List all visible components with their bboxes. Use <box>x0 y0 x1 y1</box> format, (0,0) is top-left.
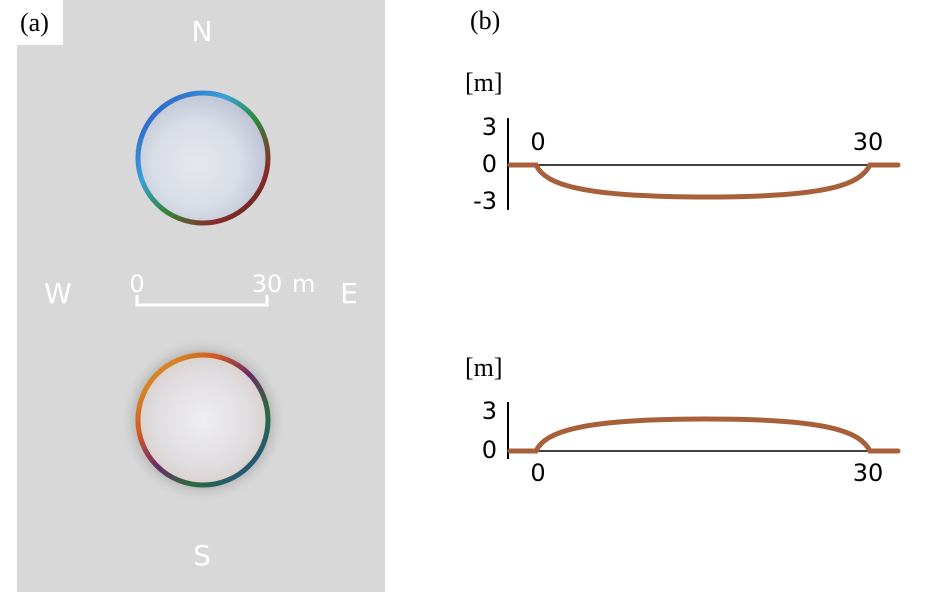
scale-start: 0 <box>129 270 144 298</box>
compass-east: E <box>340 277 358 310</box>
y-tick-label: 0 <box>482 150 497 178</box>
y-tick-label: 3 <box>482 113 497 141</box>
unit-label: [m] <box>465 353 503 382</box>
label-box <box>17 0 63 45</box>
compass-north: N <box>192 15 213 48</box>
crater <box>135 90 271 226</box>
x-tick-label: 0 <box>530 128 545 156</box>
unit-label: [m] <box>465 68 503 97</box>
y-tick-label: 0 <box>482 436 497 464</box>
compass-south: S <box>193 539 211 572</box>
x-tick-label: 30 <box>853 128 884 156</box>
profile-curve <box>507 416 901 454</box>
scale-bar <box>135 295 269 307</box>
compass-west: W <box>44 277 72 310</box>
x-tick-label: 0 <box>530 459 545 487</box>
scale-end: 30 <box>252 270 283 298</box>
y-tick-label: -3 <box>473 187 497 215</box>
x-tick-label: 30 <box>853 459 884 487</box>
panel-label: (b) <box>470 6 500 35</box>
mound <box>135 352 271 488</box>
panel-label: (a) <box>20 8 49 37</box>
scale-unit: m <box>292 270 315 298</box>
y-tick-label: 3 <box>482 397 497 425</box>
profiles: [m]30-30 30[m]300 30 <box>465 68 901 487</box>
profile-curve <box>507 162 901 200</box>
